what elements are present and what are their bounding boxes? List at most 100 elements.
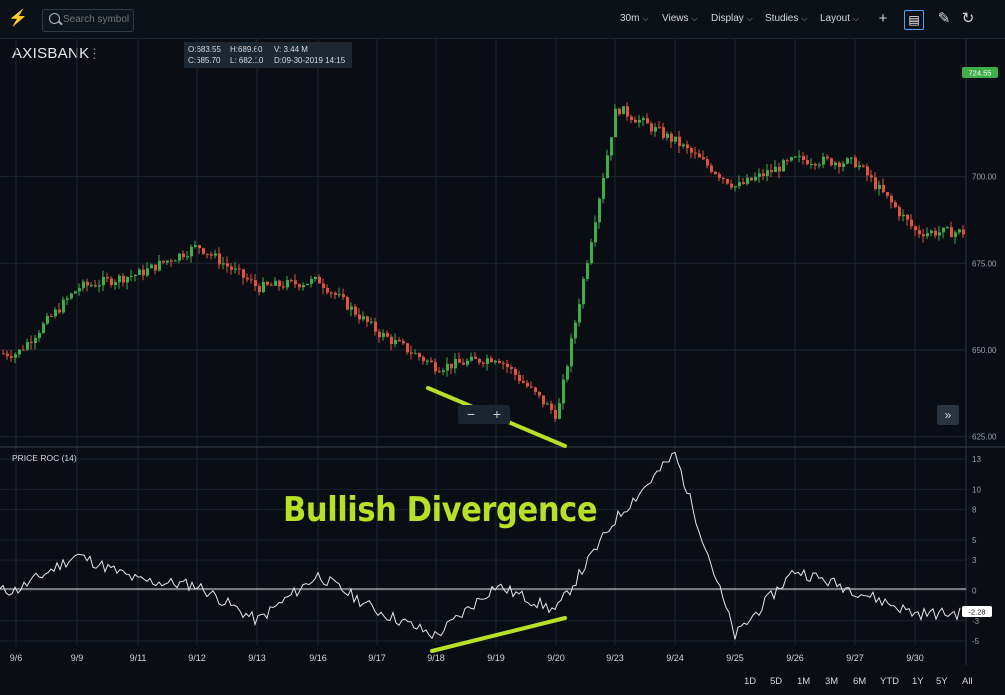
roc-tick-label: 0 [972,586,977,595]
candle-body [538,391,541,396]
last-roc-badge [962,606,992,617]
candle-body [846,158,849,164]
candle-body [86,281,89,286]
chevron-down-icon: ⌵ [801,14,808,23]
search-box[interactable] [42,9,134,32]
range-1d[interactable]: 1D [744,676,757,687]
ohlc-volume: V: 3.44 M [274,45,308,54]
candle-body [514,368,517,375]
zoom-out-icon[interactable]: − [466,406,476,422]
candle-body [950,227,953,238]
candle-body [102,277,105,286]
candle-body [386,333,389,337]
candle-body [890,195,893,203]
candle-body [34,337,37,343]
range-1y[interactable]: 1Y [912,676,924,687]
candle-body [242,269,245,278]
date-tick-label: 9/13 [248,653,266,663]
kebab-menu-icon[interactable]: ⋮ [88,46,101,61]
candle-body [926,233,929,237]
candle-body [814,163,817,166]
range-5d[interactable]: 5D [770,676,783,687]
roc-tick-label: -5 [972,637,980,646]
draw-icon[interactable]: ✎ [937,10,951,27]
ohlc-low: L: 682.10 [230,56,264,65]
candle-body [146,268,149,276]
range-3m[interactable]: 3M [825,676,839,687]
candle-body [462,362,465,365]
candle-body [62,299,65,313]
candle-body [718,173,721,178]
candle-body [266,281,269,285]
candle-body [174,260,177,262]
symbol-title[interactable]: AXISBANK [12,45,90,62]
toolbar: ⚡ 30m⌵ Views⌵ Display⌵ Studies⌵ Layout⌵ … [0,0,1005,39]
views-menu[interactable]: Views ⌵ [662,13,698,24]
candle-body [838,162,841,167]
candle-body [254,280,257,287]
candle-body [962,229,965,235]
add-icon[interactable]: + [878,10,888,27]
candle-body [322,283,325,289]
candle-body [650,123,653,132]
candle-body [758,173,761,177]
candle-body [906,214,909,220]
candle-body [938,232,941,236]
display-menu[interactable]: Display ⌵ [711,13,753,24]
candle-body [158,260,161,271]
candle-body [594,222,597,243]
candle-body [622,106,625,115]
zoom-in-icon[interactable]: + [492,406,502,422]
candle-body [374,321,377,332]
candle-body [6,353,9,357]
candle-body [534,387,537,392]
candle-body [882,184,885,193]
candle-body [106,277,109,279]
candle-body [614,108,617,138]
candle-body [338,294,341,296]
candle-body [362,316,365,320]
lightning-icon[interactable]: ⚡ [8,10,28,27]
candle-body [126,277,129,283]
roc-tick-label: -3 [972,617,980,626]
candle-body [82,281,85,289]
candle-body [806,160,809,165]
interval-dropdown[interactable]: 30m ⌵ [620,13,649,24]
layout-menu[interactable]: Layout ⌵ [820,13,859,24]
fast-forward-icon[interactable]: » [937,405,959,425]
studies-menu[interactable]: Studies ⌵ [765,13,807,24]
candle-body [318,276,321,284]
range-6m[interactable]: 6M [853,676,867,687]
candle-body [886,192,889,196]
candle-body [810,163,813,165]
range-1m[interactable]: 1M [797,676,811,687]
date-tick-label: 9/23 [606,653,624,663]
candle-body [518,374,521,382]
candle-body [230,266,233,270]
date-tick-label: 9/26 [786,653,804,663]
candle-body [466,360,469,365]
last-price-badge [962,67,998,78]
ohlc-panel: O:683.55 H:689.60 V: 3.44 M C:685.70 L: … [184,42,352,68]
refresh-icon[interactable]: ↻ [961,10,975,27]
date-tick-label: 9/12 [188,653,206,663]
candle-body [802,155,805,161]
candle-body [578,304,581,323]
candle-body [310,279,313,284]
candle-body [522,381,525,383]
comment-icon[interactable]: ▤ [904,10,924,30]
candle-body [742,182,745,184]
candle-body [94,285,97,287]
candle-body [770,170,773,172]
range-all[interactable]: All [962,676,973,687]
candle-body [834,162,837,166]
last-roc-label: -2.28 [968,608,985,617]
candle-body [894,202,897,208]
search-input[interactable] [63,12,131,27]
candle-body [910,219,913,227]
range-5y[interactable]: 5Y [936,676,948,687]
range-ytd[interactable]: YTD [880,676,899,687]
candle-body [238,268,241,270]
candle-body [298,284,301,288]
